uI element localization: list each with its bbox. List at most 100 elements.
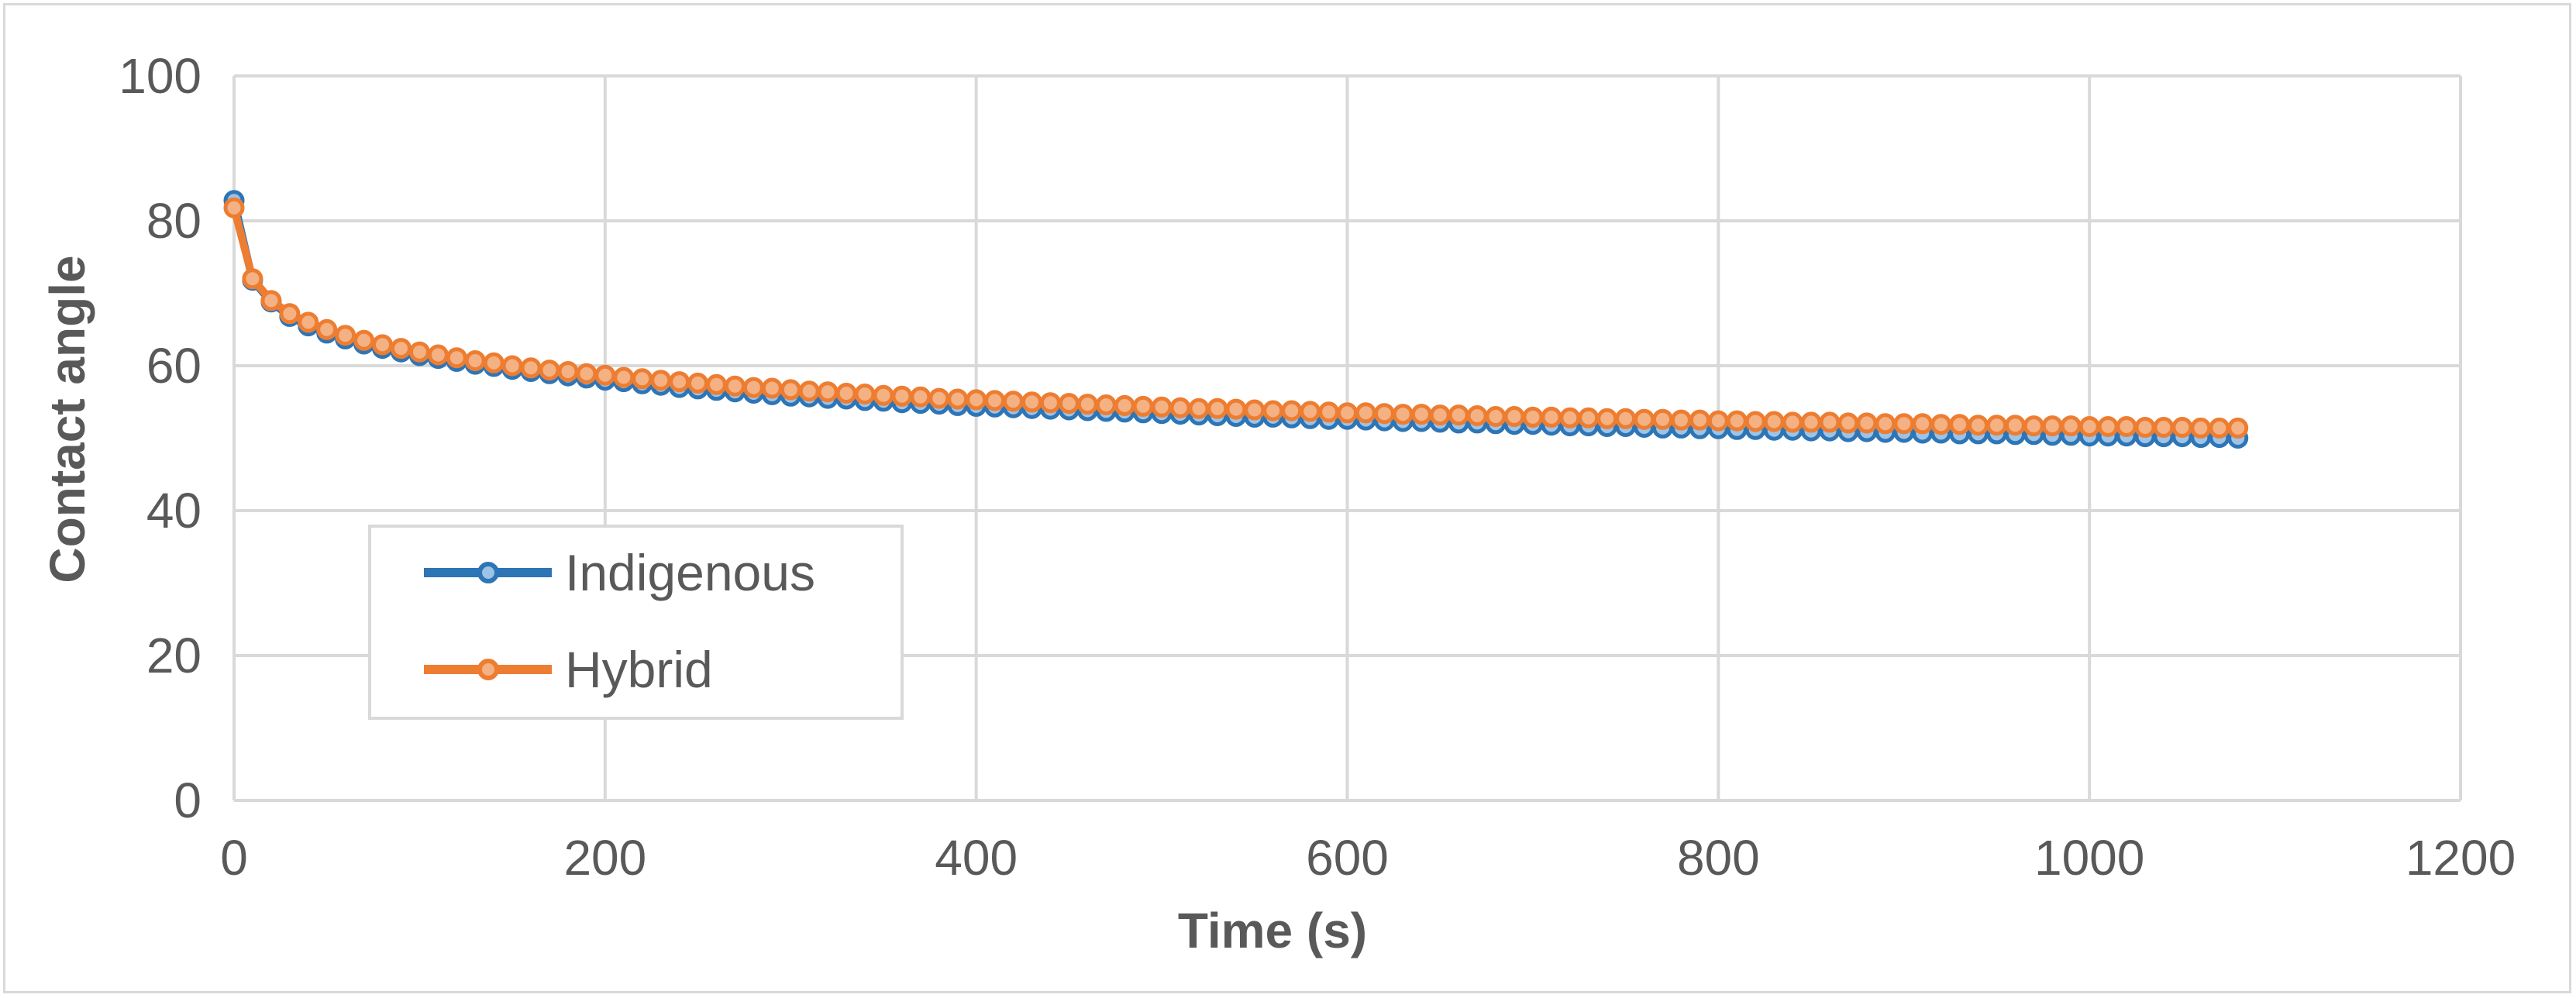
data-point-hybrid bbox=[910, 386, 932, 408]
data-point-hybrid bbox=[1337, 402, 1358, 424]
data-point-hybrid bbox=[1949, 414, 1971, 435]
data-point-hybrid bbox=[669, 371, 690, 393]
x-tick-label: 1000 bbox=[2034, 830, 2144, 886]
data-point-hybrid bbox=[742, 377, 764, 398]
data-point-hybrid bbox=[2004, 415, 2026, 436]
data-point-hybrid bbox=[1021, 391, 1042, 413]
legend-label-indigenous: Indigenous bbox=[565, 544, 815, 601]
data-point-hybrid bbox=[891, 385, 913, 407]
data-point-hybrid bbox=[316, 318, 338, 340]
data-point-hybrid bbox=[1744, 411, 1766, 432]
data-point-hybrid bbox=[706, 373, 727, 395]
legend-marker-hybrid bbox=[477, 659, 499, 680]
data-point-hybrid bbox=[353, 329, 375, 351]
data-point-hybrid bbox=[1169, 397, 1191, 418]
data-point-hybrid bbox=[687, 372, 708, 394]
data-point-hybrid bbox=[501, 355, 523, 377]
legend-label-hybrid: Hybrid bbox=[565, 641, 713, 698]
data-point-hybrid bbox=[1968, 415, 1989, 436]
data-point-hybrid bbox=[1875, 413, 1896, 435]
y-tick-label: 20 bbox=[146, 628, 201, 683]
data-point-hybrid bbox=[1392, 404, 1414, 425]
data-point-hybrid bbox=[1114, 394, 1135, 416]
data-point-hybrid bbox=[1652, 408, 1673, 430]
data-point-hybrid bbox=[780, 379, 801, 401]
x-tick-label: 0 bbox=[220, 830, 248, 886]
data-point-hybrid bbox=[1763, 411, 1785, 432]
data-point-hybrid bbox=[2116, 416, 2137, 437]
legend-marker-indigenous bbox=[477, 562, 499, 583]
data-point-hybrid bbox=[1095, 394, 1117, 415]
data-point-hybrid bbox=[1670, 409, 1692, 431]
data-point-hybrid bbox=[1986, 415, 2007, 436]
data-point-hybrid bbox=[1912, 413, 1934, 435]
data-point-hybrid bbox=[594, 364, 616, 386]
series-hybrid bbox=[223, 197, 2249, 439]
data-point-hybrid bbox=[724, 375, 746, 397]
data-point-hybrid bbox=[427, 344, 449, 366]
legend: Indigenous Hybrid bbox=[368, 525, 904, 720]
data-point-hybrid bbox=[372, 334, 393, 356]
data-point-hybrid bbox=[1076, 394, 1098, 415]
data-point-hybrid bbox=[1132, 395, 1154, 417]
data-point-hybrid bbox=[1429, 404, 1451, 426]
data-point-hybrid bbox=[1262, 400, 1284, 422]
data-point-hybrid bbox=[873, 384, 894, 406]
data-point-hybrid bbox=[2041, 415, 2063, 437]
data-point-hybrid bbox=[2227, 417, 2249, 439]
data-point-hybrid bbox=[2190, 417, 2212, 439]
data-point-hybrid bbox=[1782, 411, 1803, 433]
data-point-hybrid bbox=[2060, 415, 2082, 437]
data-point-hybrid bbox=[260, 290, 282, 311]
data-point-hybrid bbox=[1448, 404, 1469, 426]
data-point-hybrid bbox=[984, 390, 1006, 411]
data-point-hybrid bbox=[1410, 404, 1432, 425]
x-tick-label: 200 bbox=[563, 830, 646, 886]
y-tick-label: 100 bbox=[119, 48, 201, 104]
y-tick-label: 60 bbox=[146, 338, 201, 394]
data-point-hybrid bbox=[2171, 417, 2193, 438]
data-point-hybrid bbox=[1893, 413, 1915, 435]
data-point-hybrid bbox=[1318, 401, 1340, 423]
data-point-hybrid bbox=[1466, 405, 1488, 426]
data-point-hybrid bbox=[1373, 403, 1395, 425]
data-point-hybrid bbox=[650, 370, 672, 391]
data-point-hybrid bbox=[298, 311, 319, 333]
data-point-hybrid bbox=[2078, 416, 2100, 437]
data-point-hybrid bbox=[1003, 391, 1024, 412]
data-point-hybrid bbox=[854, 384, 876, 404]
data-point-hybrid bbox=[1503, 406, 1525, 427]
data-point-hybrid bbox=[1541, 406, 1562, 428]
data-point-hybrid bbox=[1300, 401, 1321, 422]
data-point-hybrid bbox=[1485, 406, 1507, 427]
data-point-hybrid bbox=[928, 387, 950, 409]
x-tick-label: 400 bbox=[935, 830, 1018, 886]
data-point-hybrid bbox=[483, 352, 505, 373]
y-tick-label: 40 bbox=[146, 483, 201, 539]
data-point-hybrid bbox=[1578, 407, 1600, 428]
data-point-hybrid bbox=[576, 363, 598, 384]
data-point-hybrid bbox=[223, 197, 245, 219]
data-point-hybrid bbox=[947, 388, 969, 410]
data-point-hybrid bbox=[1355, 402, 1376, 424]
data-point-hybrid bbox=[1225, 398, 1247, 420]
data-point-hybrid bbox=[1151, 396, 1173, 418]
data-point-hybrid bbox=[1596, 408, 1618, 429]
data-point-hybrid bbox=[1856, 412, 1878, 434]
data-point-hybrid bbox=[539, 360, 560, 381]
data-point-hybrid bbox=[1058, 393, 1080, 415]
data-point-hybrid bbox=[632, 368, 653, 390]
data-point-hybrid bbox=[446, 347, 467, 369]
data-point-hybrid bbox=[1689, 409, 1710, 431]
legend-box bbox=[368, 525, 904, 720]
series-line-hybrid bbox=[230, 206, 2238, 432]
x-tick-label: 600 bbox=[1306, 830, 1389, 886]
data-point-hybrid bbox=[2153, 417, 2175, 438]
data-point-hybrid bbox=[464, 350, 486, 371]
data-point-hybrid bbox=[2134, 417, 2156, 438]
data-point-hybrid bbox=[1039, 392, 1061, 414]
data-point-hybrid bbox=[1634, 408, 1655, 430]
data-point-hybrid bbox=[761, 377, 783, 399]
